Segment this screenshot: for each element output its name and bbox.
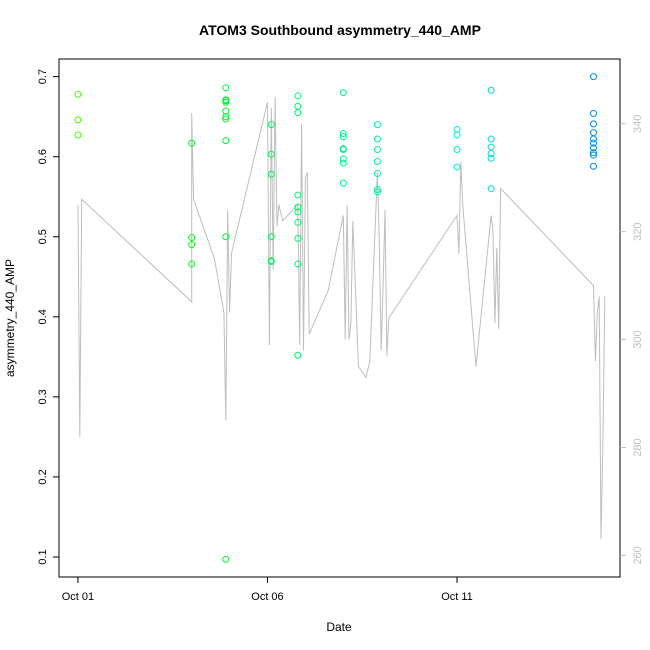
data-point	[294, 208, 302, 216]
y-axis-label: asymmetry_440_AMP	[3, 259, 17, 377]
data-point	[267, 233, 275, 241]
data-point	[339, 89, 347, 97]
y2-tick-label: 260	[632, 546, 644, 564]
data-point	[373, 157, 381, 165]
axis-layer: Oct 01 Oct 06 Oct 11 0.1 0.2 0.3 0.4 0.5 0.6 0.7 2…	[37, 69, 644, 603]
data-point	[589, 149, 597, 157]
data-point	[222, 555, 230, 563]
data-point	[453, 131, 461, 139]
data-point	[339, 145, 347, 153]
x-axis-label: Date	[326, 620, 352, 634]
data-point	[453, 163, 461, 171]
data-point	[487, 149, 495, 157]
data-point	[267, 258, 275, 266]
chart-title: ATOM3 Southbound asymmetry_440_AMP	[199, 22, 481, 38]
data-point	[294, 218, 302, 226]
data-point	[487, 154, 495, 162]
y-tick-label: 0.5	[37, 229, 49, 244]
data-point	[589, 135, 597, 143]
data-point	[222, 84, 230, 92]
data-point	[222, 137, 230, 145]
x-tick-label: Oct 01	[62, 591, 94, 603]
data-point	[294, 92, 302, 100]
data-point	[294, 234, 302, 242]
data-point	[188, 234, 196, 242]
data-point	[339, 179, 347, 187]
secondary-series-line	[77, 96, 606, 540]
data-point	[589, 144, 597, 152]
data-point	[74, 90, 82, 98]
data-point	[339, 133, 347, 141]
data-point	[589, 109, 597, 117]
secondary-series-line-layer	[77, 96, 606, 540]
data-point	[487, 86, 495, 94]
data-point	[373, 169, 381, 177]
data-point	[373, 188, 381, 196]
data-point	[339, 155, 347, 163]
y-tick-label: 0.2	[37, 469, 49, 484]
data-point	[373, 186, 381, 194]
y-tick-label: 0.3	[37, 389, 49, 404]
data-point	[294, 203, 302, 211]
data-point	[453, 145, 461, 153]
data-point	[487, 185, 495, 193]
y-tick-label: 0.4	[37, 309, 49, 324]
data-point	[294, 191, 302, 199]
plot-frame	[58, 58, 621, 578]
data-point	[589, 151, 597, 159]
y2-tick-label: 280	[632, 438, 644, 456]
y-tick-label: 0.1	[37, 549, 49, 564]
data-point	[589, 139, 597, 147]
data-point	[222, 113, 230, 121]
data-point	[589, 120, 597, 128]
y2-tick-label: 340	[632, 115, 644, 133]
data-point	[74, 131, 82, 139]
data-point	[222, 115, 230, 123]
data-point	[188, 139, 196, 147]
data-point	[589, 73, 597, 81]
data-point	[267, 150, 275, 158]
x-tick-label: Oct 06	[251, 591, 283, 603]
y-tick-label: 0.6	[37, 149, 49, 164]
data-point	[267, 121, 275, 129]
point-layer	[74, 73, 597, 563]
y2-tick-label: 300	[632, 330, 644, 348]
data-point	[267, 170, 275, 178]
data-point	[188, 241, 196, 249]
data-point	[373, 121, 381, 129]
y2-tick-label: 320	[632, 222, 644, 240]
data-point	[589, 162, 597, 170]
data-point	[188, 260, 196, 268]
y-tick-label: 0.7	[37, 69, 49, 84]
data-point	[74, 116, 82, 124]
x-tick-label: Oct 11	[441, 591, 473, 603]
data-point	[294, 260, 302, 268]
data-point	[487, 135, 495, 143]
data-point	[339, 159, 347, 167]
data-point	[222, 97, 230, 105]
data-point	[222, 233, 230, 241]
data-point	[373, 135, 381, 143]
data-point	[373, 145, 381, 153]
data-point	[339, 129, 347, 137]
data-point	[294, 351, 302, 359]
data-point	[294, 109, 302, 117]
